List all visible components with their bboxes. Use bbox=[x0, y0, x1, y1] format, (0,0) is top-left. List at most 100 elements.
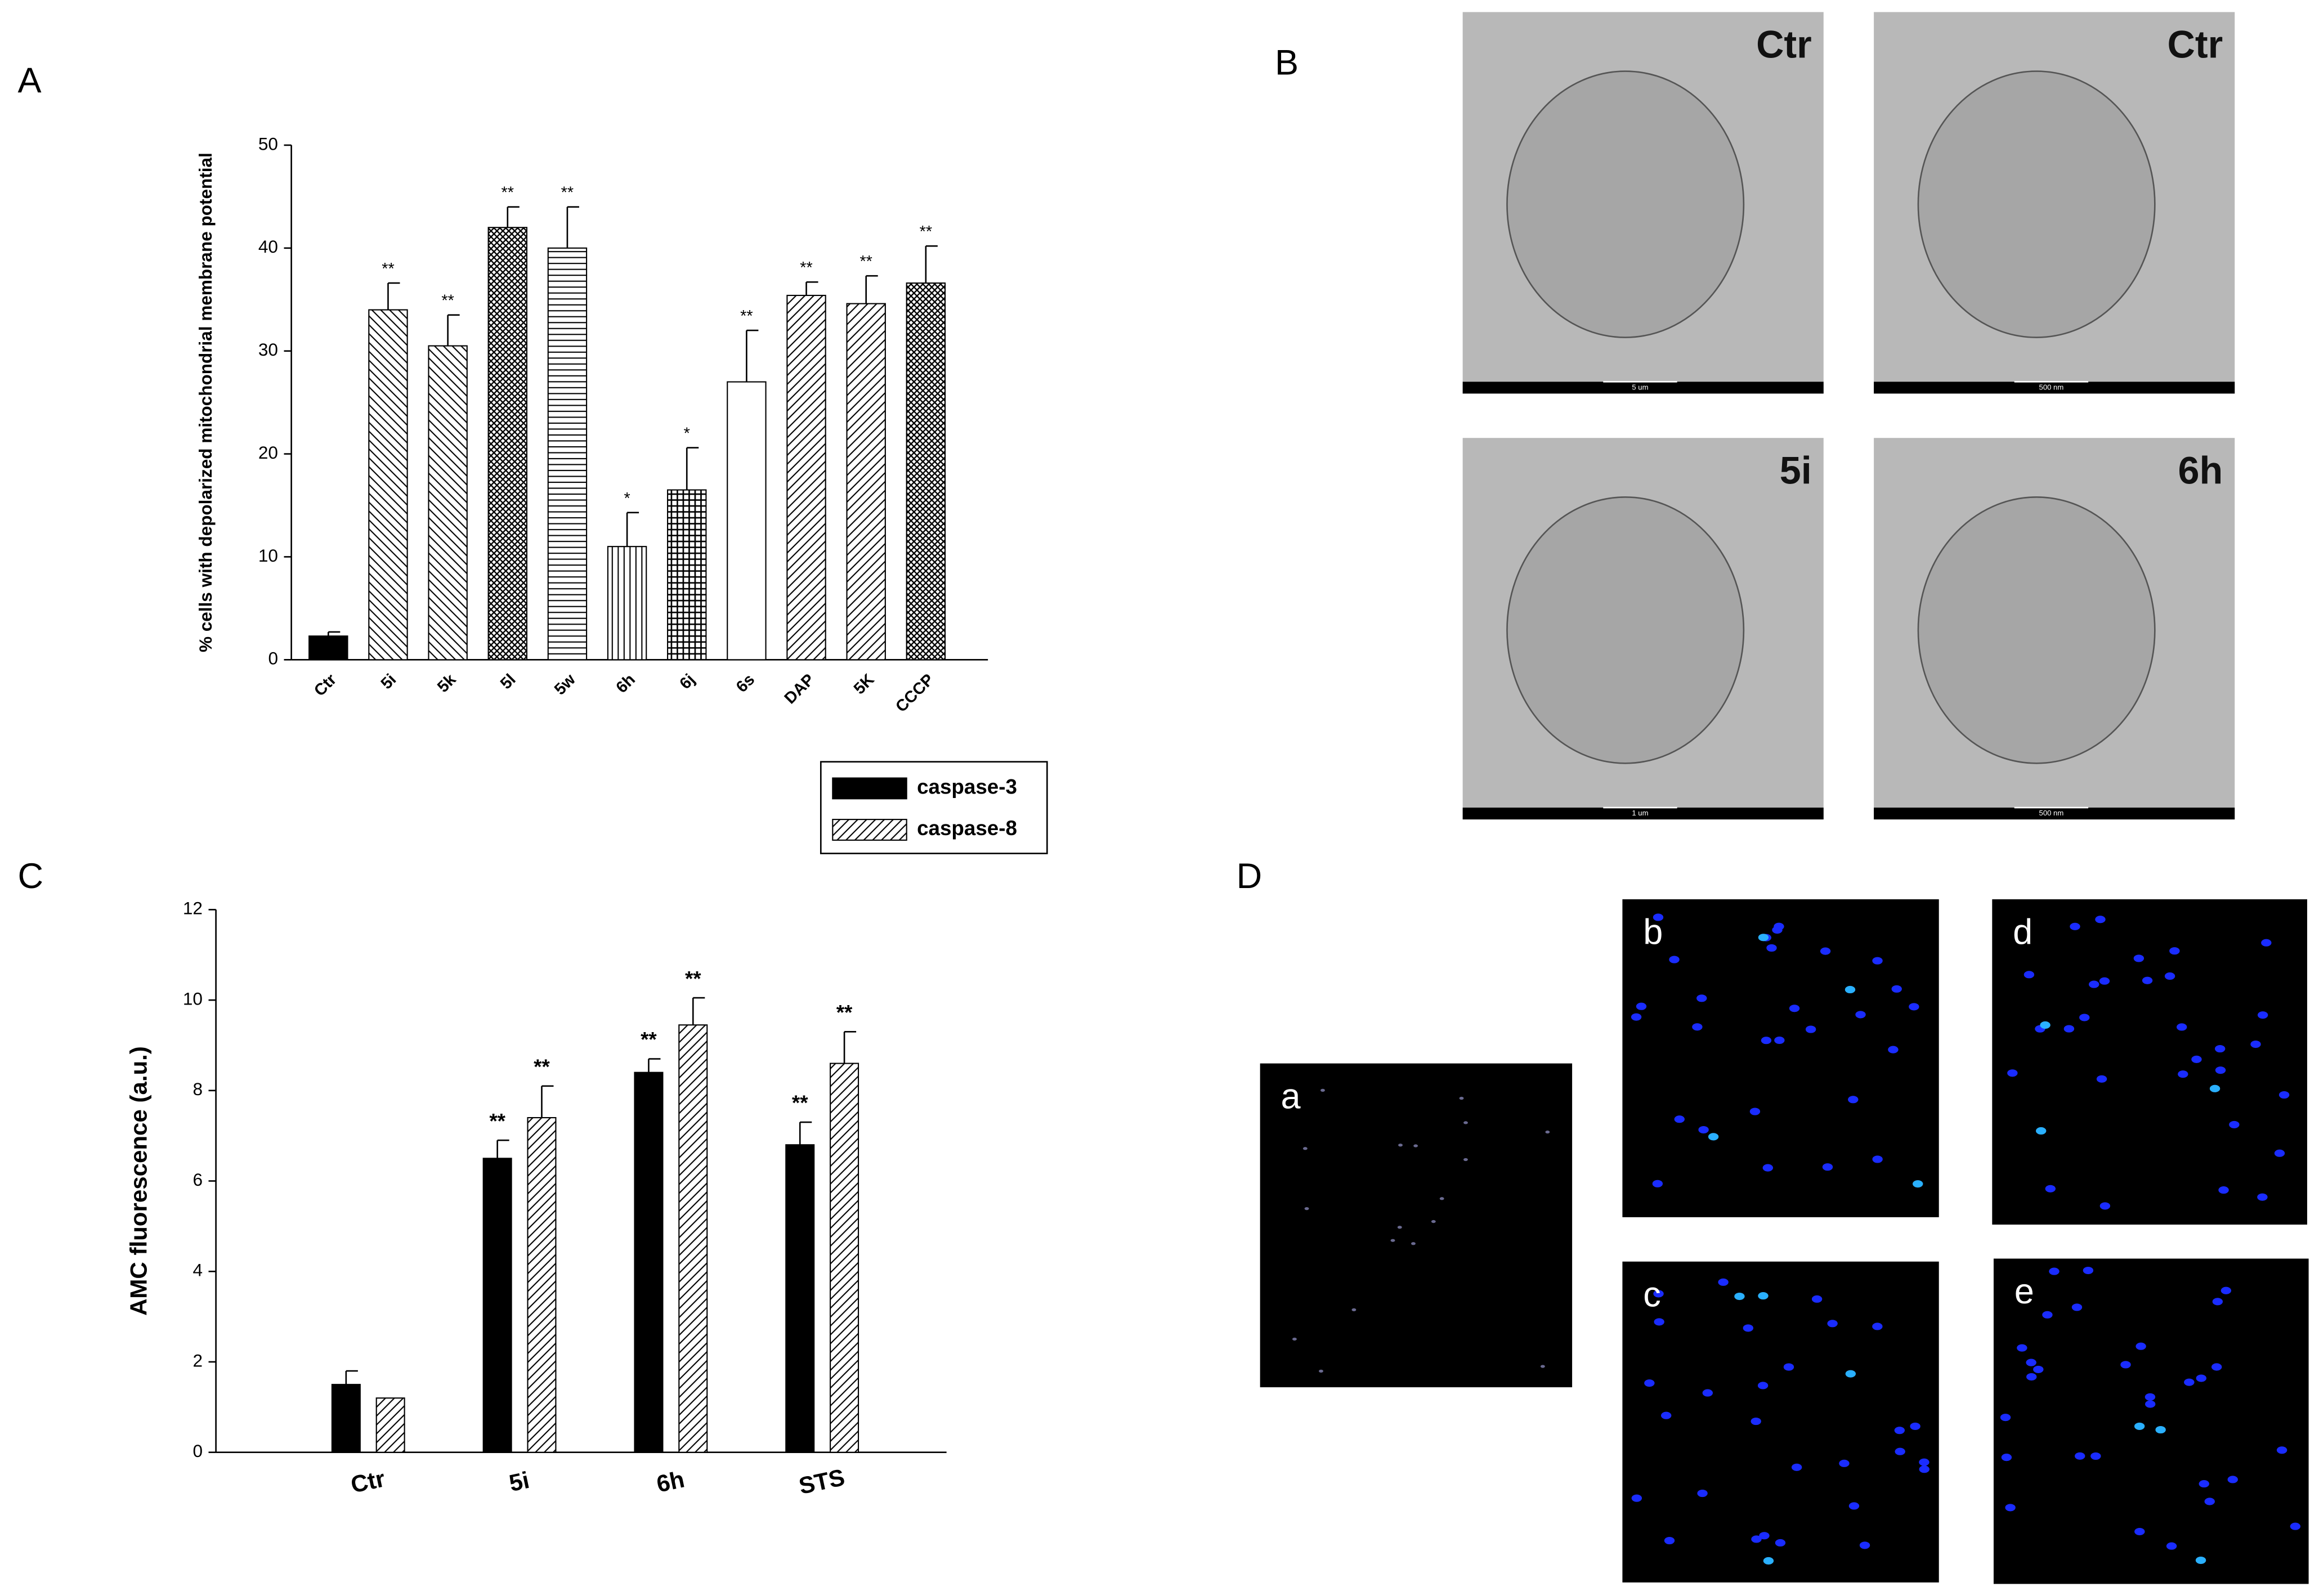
nucleus bbox=[1872, 957, 1883, 965]
scale-strip bbox=[1874, 808, 2235, 820]
nucleus bbox=[2196, 1374, 2206, 1382]
nucleus bbox=[1664, 1536, 1675, 1545]
nucleus bbox=[2209, 1084, 2220, 1092]
nucleus bbox=[2095, 916, 2106, 923]
nucleus bbox=[1758, 1292, 1769, 1300]
x-tick-label: 5i bbox=[507, 1467, 531, 1496]
x-tick-label: 6j bbox=[676, 671, 699, 693]
nucleus bbox=[2184, 1378, 2195, 1386]
nucleus bbox=[2164, 972, 2175, 980]
nucleus bbox=[1789, 1005, 1800, 1012]
bar bbox=[785, 1144, 815, 1453]
nucleus bbox=[1302, 1147, 1308, 1150]
nucleus bbox=[2001, 1454, 2012, 1461]
bar bbox=[482, 1158, 512, 1453]
bar bbox=[607, 546, 647, 661]
nucleus bbox=[2007, 1069, 2018, 1077]
nucleus bbox=[1848, 1096, 1859, 1104]
nucleus bbox=[2178, 1070, 2188, 1078]
y-tick-label: 10 bbox=[183, 988, 203, 1008]
nucleus bbox=[1692, 1023, 1703, 1031]
significance: ** bbox=[489, 1109, 505, 1132]
nucleus bbox=[1320, 1088, 1325, 1092]
nucleus bbox=[1540, 1365, 1545, 1368]
nucleus bbox=[2227, 1476, 2238, 1483]
nucleus bbox=[1743, 1324, 1754, 1332]
nucleus bbox=[1751, 1535, 1762, 1543]
nucleus bbox=[2218, 1186, 2229, 1194]
nucleus bbox=[2220, 1286, 2232, 1294]
organelle bbox=[1917, 496, 2156, 764]
nucleus bbox=[2099, 1202, 2111, 1210]
bar bbox=[375, 1397, 405, 1453]
significance: * bbox=[624, 490, 630, 508]
nucleus bbox=[1631, 1494, 1642, 1502]
significance: ** bbox=[685, 967, 701, 990]
organelle bbox=[1917, 70, 2156, 338]
nucleus bbox=[2005, 1504, 2016, 1512]
nucleus bbox=[1397, 1226, 1402, 1229]
nucleus bbox=[2169, 947, 2180, 955]
nucleus bbox=[1872, 1322, 1883, 1330]
nucleus bbox=[1811, 1295, 1823, 1303]
nucleus bbox=[2096, 1075, 2107, 1083]
nucleus bbox=[2083, 1266, 2094, 1275]
nucleus bbox=[1698, 1126, 1709, 1134]
bar bbox=[830, 1062, 859, 1453]
x-tick-label: 6h bbox=[654, 1465, 687, 1497]
nucleus bbox=[1855, 1011, 1866, 1019]
nucleus bbox=[2042, 1311, 2053, 1319]
nucleus bbox=[1674, 1115, 1685, 1123]
micrograph-label: Ctr bbox=[1756, 24, 1812, 66]
nucleus bbox=[1654, 1318, 1664, 1326]
y-tick-label: 0 bbox=[268, 648, 278, 669]
nucleus bbox=[2276, 1446, 2287, 1454]
nucleus bbox=[1774, 1036, 1785, 1044]
fluorescence-image bbox=[1260, 1063, 1573, 1388]
bar bbox=[428, 345, 468, 661]
nucleus bbox=[2142, 976, 2153, 984]
nucleus bbox=[1763, 1557, 1774, 1565]
nucleus bbox=[2215, 1066, 2226, 1074]
nucleus bbox=[1919, 1465, 1929, 1473]
significance: ** bbox=[740, 307, 753, 325]
x-tick-label: 5K bbox=[850, 670, 878, 698]
significance: ** bbox=[792, 1091, 808, 1114]
nucleus bbox=[1775, 1539, 1786, 1547]
nucleus bbox=[1697, 1489, 1708, 1498]
nucleus bbox=[2145, 1400, 2156, 1408]
nucleus bbox=[1894, 1427, 1905, 1434]
nucleus bbox=[2176, 1023, 2187, 1031]
nucleus bbox=[2250, 1040, 2261, 1048]
image-label: e bbox=[2014, 1272, 2034, 1311]
legend-label: caspase-8 bbox=[917, 817, 1017, 840]
nucleus bbox=[2134, 1527, 2145, 1536]
nucleus bbox=[2274, 1149, 2285, 1157]
significance: ** bbox=[859, 253, 872, 271]
nucleus bbox=[2045, 1185, 2056, 1192]
nucleus bbox=[1827, 1320, 1838, 1328]
bar bbox=[667, 489, 707, 661]
nucleus bbox=[1708, 1133, 1719, 1141]
fluorescence-image bbox=[1622, 899, 1939, 1217]
nucleus bbox=[1759, 1532, 1770, 1540]
bar bbox=[368, 309, 408, 661]
nucleus bbox=[1660, 1411, 1672, 1419]
significance: * bbox=[684, 425, 690, 443]
nucleus bbox=[1398, 1144, 1403, 1147]
y-tick-label: 20 bbox=[258, 442, 278, 463]
nucleus bbox=[2261, 939, 2272, 947]
legend-swatch bbox=[832, 777, 907, 800]
nucleus bbox=[1631, 1013, 1642, 1021]
nucleus bbox=[1636, 1002, 1647, 1010]
bar bbox=[678, 1024, 708, 1453]
nucleus bbox=[2000, 1414, 2011, 1422]
micrograph-label: 5i bbox=[1780, 449, 1812, 492]
significance: ** bbox=[800, 259, 813, 277]
x-tick-label: Ctr bbox=[348, 1465, 387, 1498]
nucleus bbox=[2212, 1298, 2223, 1306]
nucleus bbox=[2257, 1193, 2268, 1201]
nucleus bbox=[1848, 1502, 1860, 1510]
